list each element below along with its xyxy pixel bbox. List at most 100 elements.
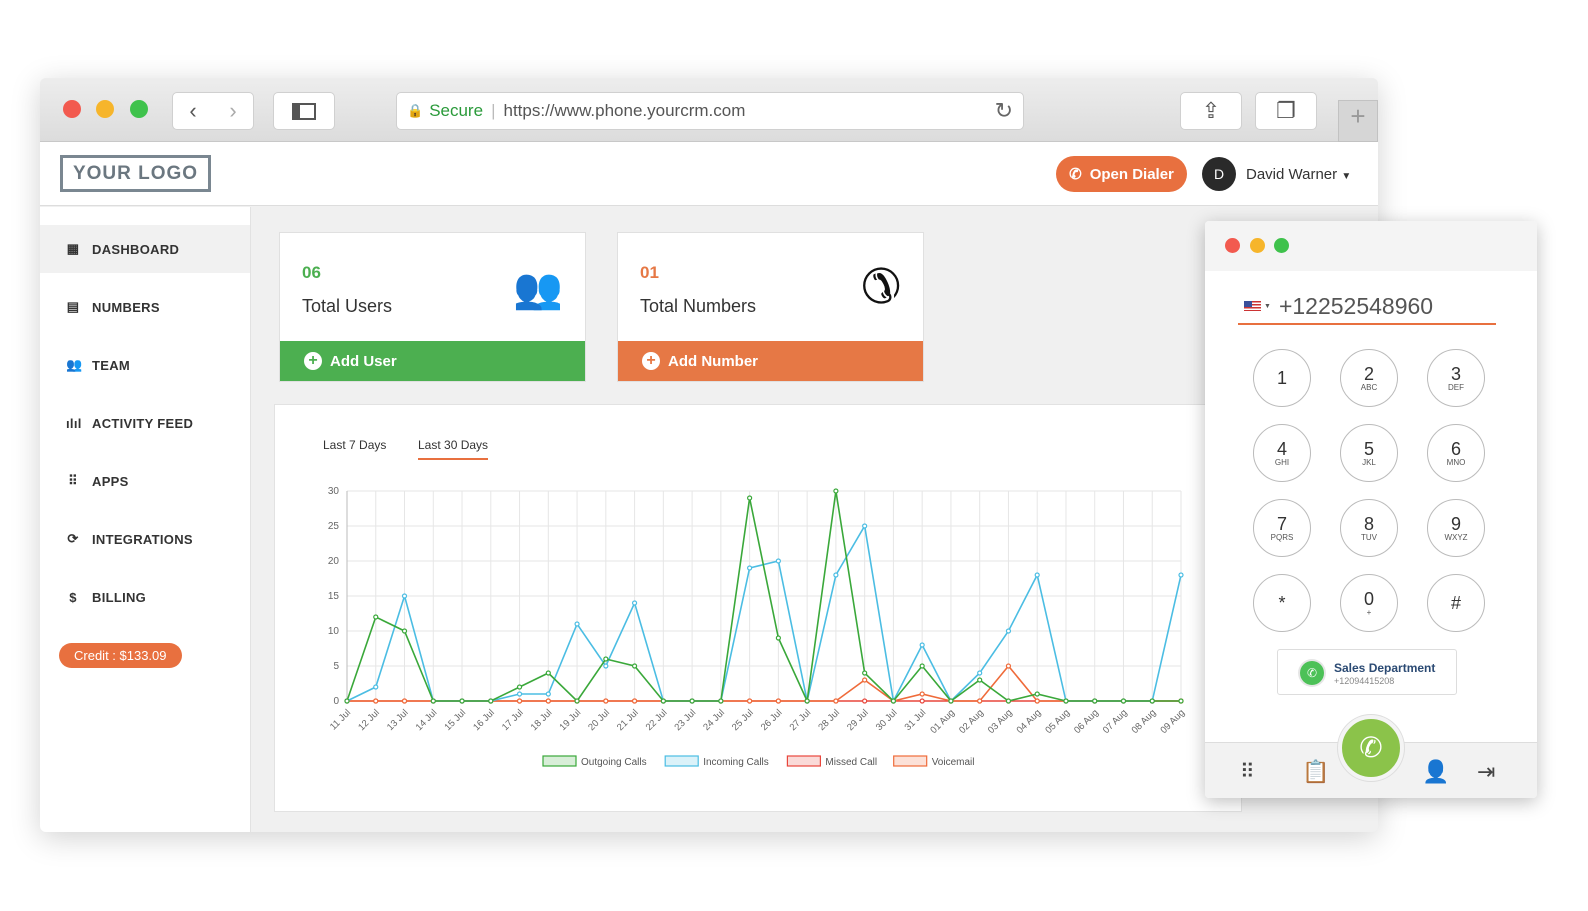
keypad-key-#[interactable]: # <box>1427 574 1485 632</box>
sidebar-item-label: BILLING <box>92 589 147 605</box>
phone-number-value: +12252548960 <box>1278 292 1434 319</box>
phone-icon: ✆ <box>1300 661 1324 685</box>
dialer-close-button[interactable] <box>1225 238 1240 253</box>
key-letters: JKL <box>1362 457 1376 467</box>
keypad-key-1[interactable]: 1 <box>1253 349 1311 407</box>
plus-icon: + <box>304 352 322 370</box>
clipboard-icon[interactable]: 📋 <box>1302 759 1330 784</box>
avatar[interactable]: D <box>1202 157 1236 191</box>
keypad-key-6[interactable]: 6 MNO <box>1427 424 1485 482</box>
tab-last-30-days[interactable]: Last 30 Days <box>418 438 489 460</box>
us-flag-icon[interactable] <box>1244 301 1261 311</box>
data-point <box>919 663 925 669</box>
add-user-button[interactable]: + Add User <box>280 341 585 381</box>
data-point <box>574 621 580 627</box>
sidebar-item-numbers[interactable]: ▤ NUMBERS <box>40 283 250 331</box>
key-digit: 3 <box>1450 363 1461 384</box>
new-tab-button[interactable]: + <box>1338 100 1378 142</box>
sidebar: ▦ DASHBOARD ▤ NUMBERS 👥 TEAM ılıl ACTIVITY FEED… <box>40 207 251 832</box>
data-point <box>833 698 839 704</box>
sidebar-item-integrations[interactable]: ⟳ INTEGRATIONS <box>40 515 250 563</box>
x-tick-label: 22 Jul <box>644 707 670 733</box>
x-tick-label: 03 Aug <box>986 707 1015 736</box>
legend-label: Voicemail <box>932 757 975 768</box>
maximize-window-button[interactable] <box>130 100 148 118</box>
y-tick-label: 20 <box>328 556 340 567</box>
credit-badge[interactable]: Credit : $133.09 <box>59 643 182 668</box>
keypad-key-2[interactable]: 2 ABC <box>1340 349 1398 407</box>
data-point <box>804 698 810 704</box>
keypad-key-8[interactable]: 8 TUV <box>1340 499 1398 557</box>
open-dialer-button[interactable]: ✆ Open Dialer <box>1056 156 1187 192</box>
data-point <box>1178 572 1184 578</box>
key-digit: 7 <box>1276 513 1287 534</box>
sidebar-toggle-button[interactable] <box>273 92 335 130</box>
plus-icon: + <box>642 352 660 370</box>
lock-icon: 🔒 <box>407 103 424 118</box>
keypad-key-0[interactable]: 0 + <box>1340 574 1398 632</box>
legend-label: Outgoing Calls <box>581 757 647 768</box>
dialer-minimize-button[interactable] <box>1250 238 1265 253</box>
keypad-icon[interactable]: ⠿ <box>1240 761 1255 783</box>
data-point <box>1178 698 1184 704</box>
data-point <box>603 663 609 669</box>
share-button[interactable]: ⇪ <box>1180 92 1242 130</box>
call-button[interactable]: ✆ <box>1338 715 1404 781</box>
sidebar-item-dashboard[interactable]: ▦ DASHBOARD <box>40 225 250 273</box>
data-point <box>1120 698 1127 704</box>
data-point <box>977 670 983 676</box>
key-letters: PQRS <box>1270 532 1294 542</box>
logo[interactable]: YOUR LOGO <box>60 155 211 192</box>
data-point <box>401 698 408 704</box>
data-point <box>862 670 868 676</box>
x-tick-label: 20 Jul <box>586 707 612 733</box>
back-icon[interactable]: ‹ <box>189 98 197 123</box>
dashboard-icon: ▦ <box>66 241 80 256</box>
reload-icon[interactable]: ↻ <box>994 98 1013 123</box>
caller-id-selector[interactable]: ✆ Sales Department +12094415208 <box>1277 649 1457 695</box>
keypad-key-5[interactable]: 5 JKL <box>1340 424 1398 482</box>
tab-last-7-days[interactable]: Last 7 Days <box>323 438 387 452</box>
sidebar-item-activity-feed[interactable]: ılıl ACTIVITY FEED <box>40 399 250 447</box>
address-bar[interactable]: 🔒 Secure | https://www.phone.yourcrm.com… <box>396 92 1024 130</box>
stat-label: Total Users <box>302 296 393 316</box>
keypad-key-7[interactable]: 7 PQRS <box>1253 499 1311 557</box>
sidebar-item-label: ACTIVITY FEED <box>92 415 194 431</box>
activity-icon: ılıl <box>66 415 82 431</box>
sidebar-item-team[interactable]: 👥 TEAM <box>40 341 250 389</box>
caret-down-icon: ▼ <box>1341 171 1352 182</box>
x-tick-label: 04 Aug <box>1015 707 1044 736</box>
y-tick-label: 0 <box>333 696 339 707</box>
legend-swatch <box>664 755 699 767</box>
contact-icon[interactable]: 👤 <box>1422 759 1450 784</box>
data-point <box>631 663 638 669</box>
tabs-icon: ❐ <box>1276 98 1296 123</box>
keypad-key-9[interactable]: 9 WXYZ <box>1427 499 1485 557</box>
tabs-button[interactable]: ❐ <box>1255 92 1317 130</box>
dialer-maximize-button[interactable] <box>1274 238 1289 253</box>
phone-number-input[interactable]: ▼ +12252548960 <box>1238 289 1496 325</box>
nav-buttons: ‹ › <box>172 92 254 130</box>
sidebar-item-apps[interactable]: ⠿ APPS <box>40 457 250 505</box>
add-number-button[interactable]: + Add Number <box>618 341 923 381</box>
minimize-window-button[interactable] <box>96 100 114 118</box>
phone-icon: ✆ <box>1069 166 1082 183</box>
user-menu[interactable]: David Warner ▼ <box>1246 166 1351 183</box>
close-window-button[interactable] <box>63 100 81 118</box>
x-tick-label: 17 Jul <box>500 707 526 733</box>
browser-titlebar: ‹ › 🔒 Secure | https://www.phone.yourcrm.… <box>40 78 1378 142</box>
data-point <box>775 558 781 564</box>
sidebar-item-label: TEAM <box>92 357 131 373</box>
data-point <box>488 698 494 704</box>
app-header: YOUR LOGO ✆ Open Dialer D David Warner ▼ <box>40 142 1378 206</box>
keypad-key-*[interactable]: * <box>1253 574 1311 632</box>
key-digit: 5 <box>1363 438 1374 459</box>
keypad-key-3[interactable]: 3 DEF <box>1427 349 1485 407</box>
forward-icon[interactable]: › <box>229 98 237 123</box>
key-digit: 0 <box>1363 588 1374 609</box>
x-tick-label: 05 Aug <box>1043 707 1072 736</box>
logout-icon[interactable]: ⇥ <box>1477 759 1496 784</box>
dollar-icon: $ <box>69 589 77 605</box>
sidebar-item-billing[interactable]: $ BILLING <box>40 573 250 621</box>
keypad-key-4[interactable]: 4 GHI <box>1253 424 1311 482</box>
